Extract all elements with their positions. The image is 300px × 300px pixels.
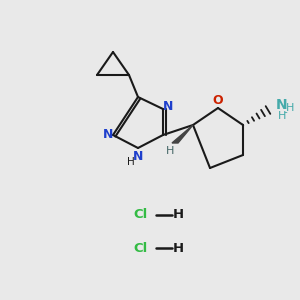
Text: H: H [278,111,286,121]
Text: H: H [172,242,184,254]
Text: H: H [127,157,135,167]
Text: N: N [103,128,113,142]
Text: Cl: Cl [133,208,147,221]
Text: H: H [286,103,294,113]
Polygon shape [172,125,193,143]
Text: H: H [172,208,184,221]
Text: N: N [133,149,143,163]
Text: N: N [276,98,288,112]
Text: O: O [213,94,223,107]
Text: -: - [284,107,288,117]
Text: N: N [163,100,173,113]
Text: H: H [166,146,174,156]
Text: Cl: Cl [133,242,147,254]
